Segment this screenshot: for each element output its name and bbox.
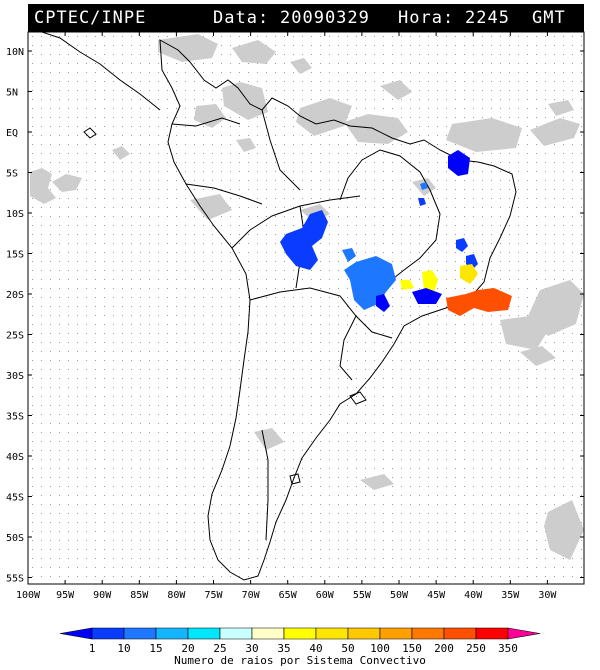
system-minas-blue: [412, 288, 442, 304]
lat-tick-label: 55S: [6, 574, 24, 585]
system-mato-grosso-cluster: [280, 210, 328, 270]
lat-tick-label: 10N: [6, 47, 24, 58]
colorbar-swatch: [283, 627, 317, 640]
agency-label: CPTEC/INPE: [34, 8, 147, 28]
colorbar-swatch: [347, 627, 381, 640]
hour-label: Hora:: [398, 8, 455, 28]
system-north-small: [420, 182, 428, 190]
colorbar-swatch: [507, 627, 541, 640]
lat-tick-label: EQ: [6, 128, 18, 139]
colorbar-swatch: [315, 627, 349, 640]
lat-tick-label: 30S: [6, 371, 24, 382]
longitude-axis: 100W 95W 90W 85W 80W 75W 70W 65W 60W 55W 50W 45W 40W…: [16, 32, 557, 601]
colorbar-swatch: [187, 627, 221, 640]
lat-tick-label: 5S: [6, 169, 18, 180]
colorbar-label: 100: [370, 642, 390, 655]
colorbar-swatch: [91, 627, 125, 640]
colorbar-label: 50: [341, 642, 354, 655]
lat-tick-label: 45S: [6, 493, 24, 504]
lat-tick-label: 15S: [6, 250, 24, 261]
colorbar-label: 150: [402, 642, 422, 655]
lon-tick-label: 65W: [279, 590, 298, 601]
hour-value: 2245: [465, 8, 510, 28]
convective-systems: [280, 150, 512, 316]
system-bahia-cluster: [456, 238, 468, 252]
lat-tick-label: 35S: [6, 412, 24, 423]
system-ne-small: [418, 198, 426, 206]
lon-tick-label: 75W: [204, 590, 223, 601]
colorbar-swatch: [443, 627, 477, 640]
lon-tick-label: 70W: [242, 590, 261, 601]
lat-tick-label: 20S: [6, 290, 24, 301]
date-label: Data:: [213, 8, 270, 28]
lat-tick-label: 10S: [6, 209, 24, 220]
system-parana-cluster: [376, 294, 390, 312]
colorbar-swatch: [155, 627, 189, 640]
lon-tick-label: 40W: [464, 590, 483, 601]
lat-tick-label: 40S: [6, 452, 24, 463]
lat-tick-label: 5N: [6, 88, 18, 99]
colorbar-label: 15: [149, 642, 162, 655]
colorbar-swatch: [219, 627, 253, 640]
coastlines: [40, 32, 517, 581]
colorbar-label: 250: [466, 642, 486, 655]
system-minas-yellow-2: [460, 264, 478, 284]
colorbar-swatch: [475, 627, 509, 640]
lat-tick-label: 50S: [6, 533, 24, 544]
colorbar: [59, 627, 541, 640]
lon-tick-label: 30W: [538, 590, 557, 601]
lon-tick-label: 55W: [353, 590, 372, 601]
colorbar-label: 30: [245, 642, 258, 655]
colorbar-swatch: [411, 627, 445, 640]
lon-tick-label: 50W: [390, 590, 409, 601]
system-goias-secondary: [342, 248, 356, 262]
map-frame: [27, 31, 585, 585]
colorbar-label: 35: [277, 642, 290, 655]
colorbar-title: Numero de raios por Sistema Convectivo: [174, 654, 426, 667]
timezone-label: GMT: [532, 8, 566, 28]
lon-tick-label: 45W: [427, 590, 446, 601]
colorbar-label: 20: [181, 642, 194, 655]
colorbar-label: 25: [213, 642, 226, 655]
colorbar-swatch: [59, 627, 93, 640]
lon-tick-label: 95W: [56, 590, 75, 601]
lon-tick-label: 85W: [130, 590, 149, 601]
lon-tick-label: 35W: [501, 590, 520, 601]
system-northeast-cluster: [448, 150, 470, 176]
colorbar-labels: 1 10 15 20 25 30 35 40 50 100 150 200 250 350: [89, 642, 518, 655]
colorbar-label: 350: [498, 642, 518, 655]
system-minas-yellow-1: [422, 270, 438, 292]
colorbar-swatch: [123, 627, 157, 640]
map-header: CPTEC/INPE Data: 20090329 Hora: 2245 GMT: [28, 4, 584, 32]
colorbar-label: 10: [117, 642, 130, 655]
date-value: 20090329: [280, 8, 370, 28]
lon-tick-label: 100W: [16, 590, 41, 601]
lon-tick-label: 90W: [93, 590, 112, 601]
lat-tick-label: 25S: [6, 331, 24, 342]
colorbar-label: 40: [309, 642, 322, 655]
latitude-axis: 10N 5N EQ 5S 10S 15S 20S 25S 30S 35S 40S 45S 50S 55S: [6, 47, 584, 585]
system-minas-yellow-3: [400, 280, 414, 290]
system-rio-cluster: [446, 288, 512, 316]
lon-tick-label: 80W: [167, 590, 186, 601]
colorbar-swatch: [379, 627, 413, 640]
colorbar-label: 200: [434, 642, 454, 655]
colorbar-swatch: [251, 627, 285, 640]
colorbar-label: 1: [89, 642, 96, 655]
lon-tick-label: 60W: [316, 590, 335, 601]
